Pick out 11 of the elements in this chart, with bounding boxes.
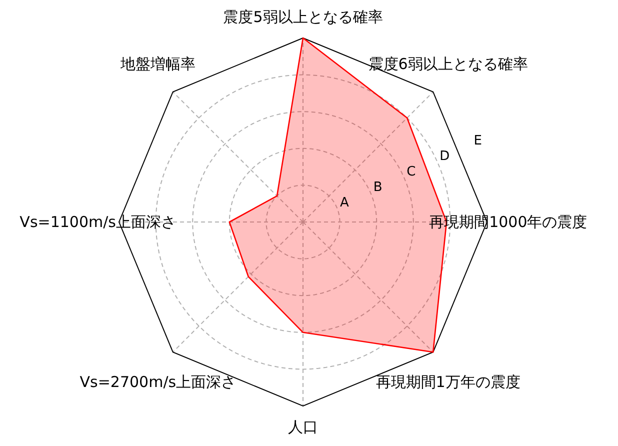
y-tick-label: B: [373, 180, 382, 196]
spoke-label: 人口: [288, 418, 318, 436]
spoke-label: 再現期間1万年の震度: [376, 373, 520, 392]
spoke-label: Vs=2700m/s上面深さ: [80, 373, 236, 392]
y-tick-label: E: [474, 133, 482, 148]
y-tick-label: C: [406, 164, 416, 180]
y-tick-label: D: [440, 148, 450, 164]
spoke-label: 地盤増幅率: [119, 54, 196, 73]
spoke-label: 震度6弱以上となる確率: [368, 54, 528, 73]
y-tick-label: A: [340, 196, 350, 211]
spoke-label: 震度5弱以上となる確率: [223, 8, 383, 26]
